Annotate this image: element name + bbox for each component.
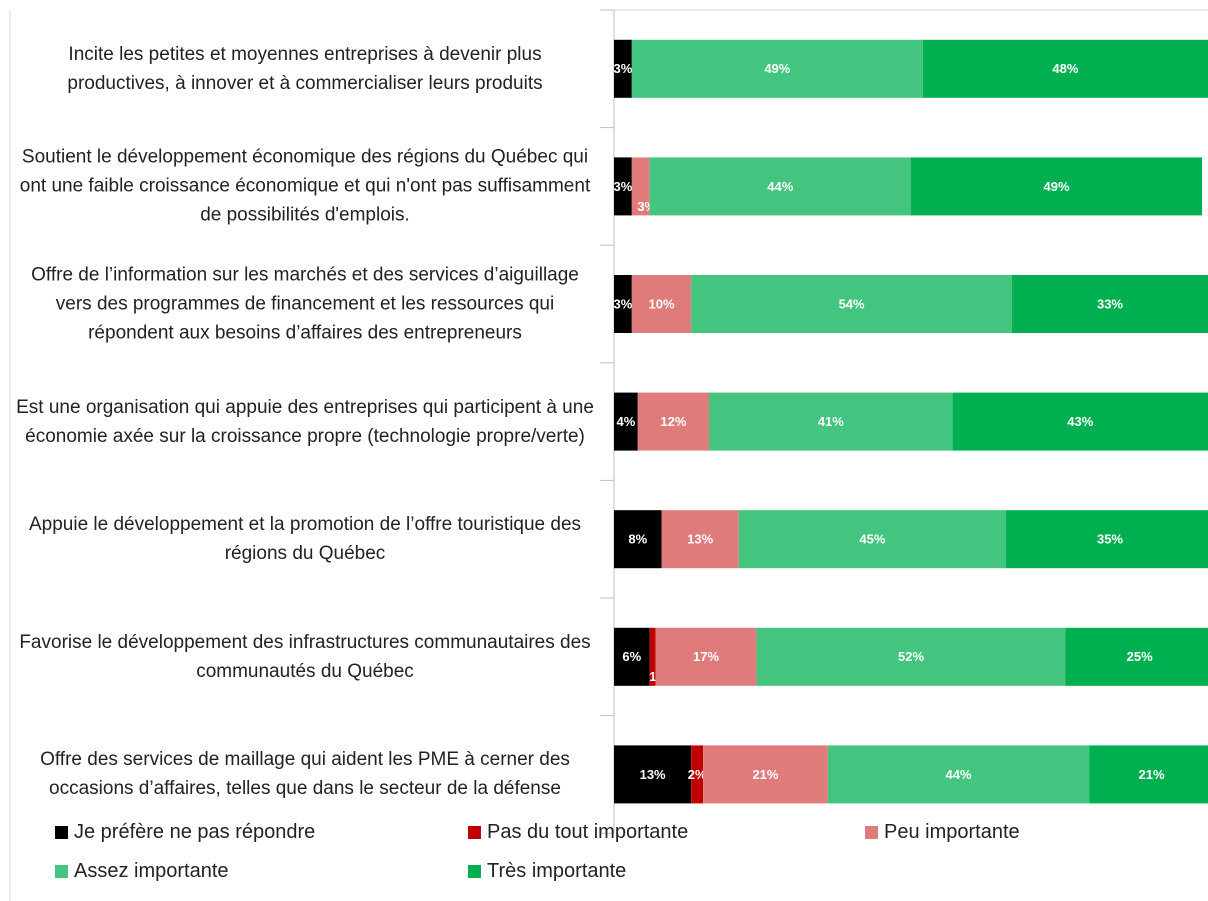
y-tick-label: Soutient le développement économique des… [19, 146, 591, 226]
bar-segment [922, 39, 1208, 98]
data-label: 17% [693, 649, 719, 664]
bar-segment [1089, 745, 1208, 804]
bar-segment [631, 157, 650, 216]
y-tick-label: Favorise le développement des infrastruc… [19, 631, 591, 682]
data-label: 12% [660, 414, 686, 429]
data-label: 2% [688, 767, 707, 782]
data-label: 3% [614, 179, 633, 194]
y-tick-label: Incite les petites et moyennes entrepris… [67, 43, 543, 94]
legend-swatch [55, 826, 68, 839]
data-label: 44% [946, 767, 972, 782]
bar-segment [1006, 510, 1208, 569]
bar-segment [1011, 275, 1208, 333]
data-label: 25% [1127, 649, 1153, 664]
legend-swatch [468, 826, 481, 839]
bar-segment [649, 627, 656, 686]
legend-item: Pas du tout importante [468, 821, 688, 844]
bar-segment [738, 510, 1007, 569]
data-label: 33% [1097, 296, 1123, 311]
bar-segment [614, 510, 662, 569]
legend-label: Assez importante [74, 860, 229, 882]
data-label: 35% [1097, 532, 1123, 547]
bar-segment [614, 745, 692, 804]
bar-segment [655, 627, 757, 686]
bar-segment [691, 745, 704, 804]
y-tick-label: Est une organisation qui appuie des entr… [16, 396, 594, 447]
y-tick-label: Offre de l’information sur les marchés e… [31, 264, 579, 344]
data-label: 13% [687, 532, 713, 547]
legend-label: Pas du tout importante [487, 821, 689, 843]
data-label: 10% [649, 296, 675, 311]
legend-item: Je préfère ne pas répondre [55, 821, 315, 844]
legend-swatch [468, 865, 481, 878]
bar-segment [827, 745, 1090, 804]
bar-segment [631, 39, 923, 98]
y-tick-label: Offre des services de maillage qui aiden… [40, 749, 570, 800]
y-tick-label: Appuie le développement et la promotion … [28, 514, 582, 565]
bar-segment [756, 627, 1066, 686]
legend-swatch [865, 826, 878, 839]
data-label: 49% [764, 61, 790, 76]
bar-segment [631, 275, 692, 333]
bar-segment [614, 627, 650, 686]
data-label: 13% [640, 767, 666, 782]
bar-segment [649, 157, 911, 216]
data-label: 48% [1052, 61, 1078, 76]
data-label: 21% [1139, 767, 1165, 782]
legend-swatch [55, 865, 68, 878]
data-label: 45% [859, 532, 885, 547]
bar-segment [614, 275, 632, 333]
bar-segment [614, 392, 638, 451]
bar-segment [691, 275, 1012, 333]
data-label: 3% [614, 296, 633, 311]
data-label: 41% [818, 414, 844, 429]
bar-segment [952, 392, 1208, 451]
bar-segment [709, 392, 953, 451]
bar-segment [637, 392, 710, 451]
data-label: 54% [839, 296, 865, 311]
data-label: 44% [767, 179, 793, 194]
legend-label: Je préfère ne pas répondre [74, 821, 316, 843]
bar-segment [1065, 627, 1208, 686]
data-label: 49% [1044, 179, 1070, 194]
data-label: 43% [1067, 414, 1093, 429]
legend-item: Très importante [468, 860, 626, 883]
data-label: 6% [622, 649, 641, 664]
data-label: 3% [614, 61, 633, 76]
data-label: 52% [898, 649, 924, 664]
bar-segment [661, 510, 739, 569]
bar-segment [614, 157, 632, 216]
data-label: 21% [752, 767, 778, 782]
data-label: 4% [616, 414, 635, 429]
legend-item: Assez importante [55, 860, 229, 883]
bar-segment [703, 745, 828, 804]
legend-item: Peu importante [865, 821, 1020, 844]
bar-segment [911, 157, 1203, 216]
data-label: 8% [628, 532, 647, 547]
bar-segment [614, 39, 632, 98]
legend-label: Peu importante [884, 821, 1020, 843]
legend-label: Très importante [487, 860, 627, 882]
